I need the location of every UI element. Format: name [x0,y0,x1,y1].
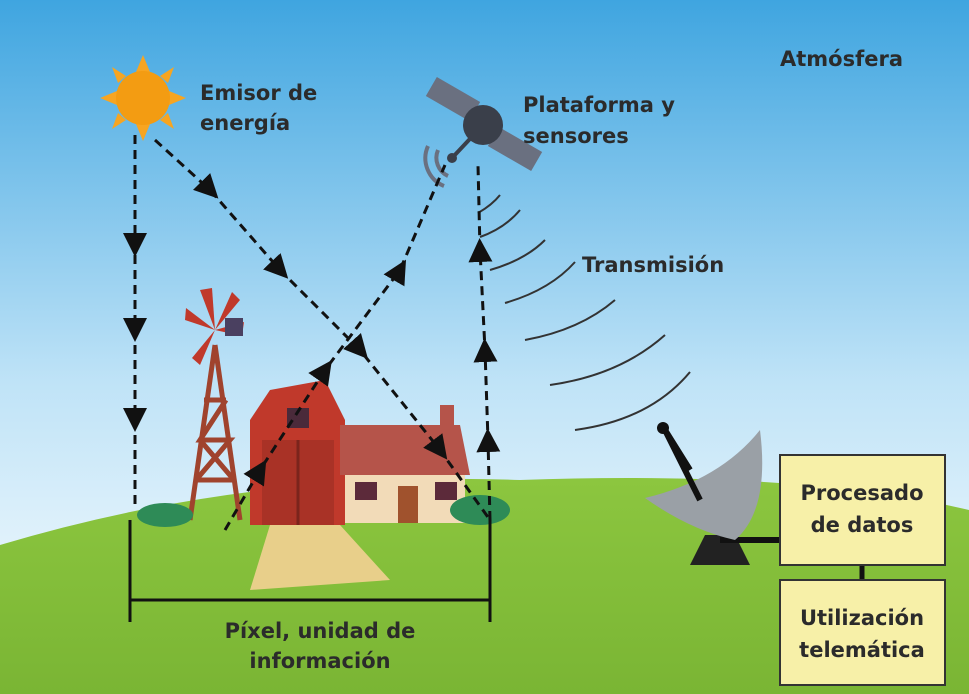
platform-label: sensores [523,124,629,148]
energy-rays [123,135,501,531]
ground-station [645,422,780,565]
energy-label: Emisor de [200,81,317,105]
transmission-label: Transmisión [582,253,724,277]
atmosphere-label: Atmósfera [780,47,903,71]
barn [250,380,345,525]
usage-box [779,579,946,686]
processing-box [779,454,946,566]
sun [100,55,186,141]
usage-label: telemática [799,638,925,662]
pixel-label: información [249,649,390,673]
satellite [423,76,543,188]
usage-label: Utilización [800,606,924,630]
platform-label: Plataforma y [523,93,675,117]
processing-label: Procesado [801,481,924,505]
pixel-label: Píxel, unidad de [225,619,416,643]
processing-label: de datos [811,513,914,537]
pixel-bracket [128,520,492,622]
energy-label: energía [200,111,290,135]
